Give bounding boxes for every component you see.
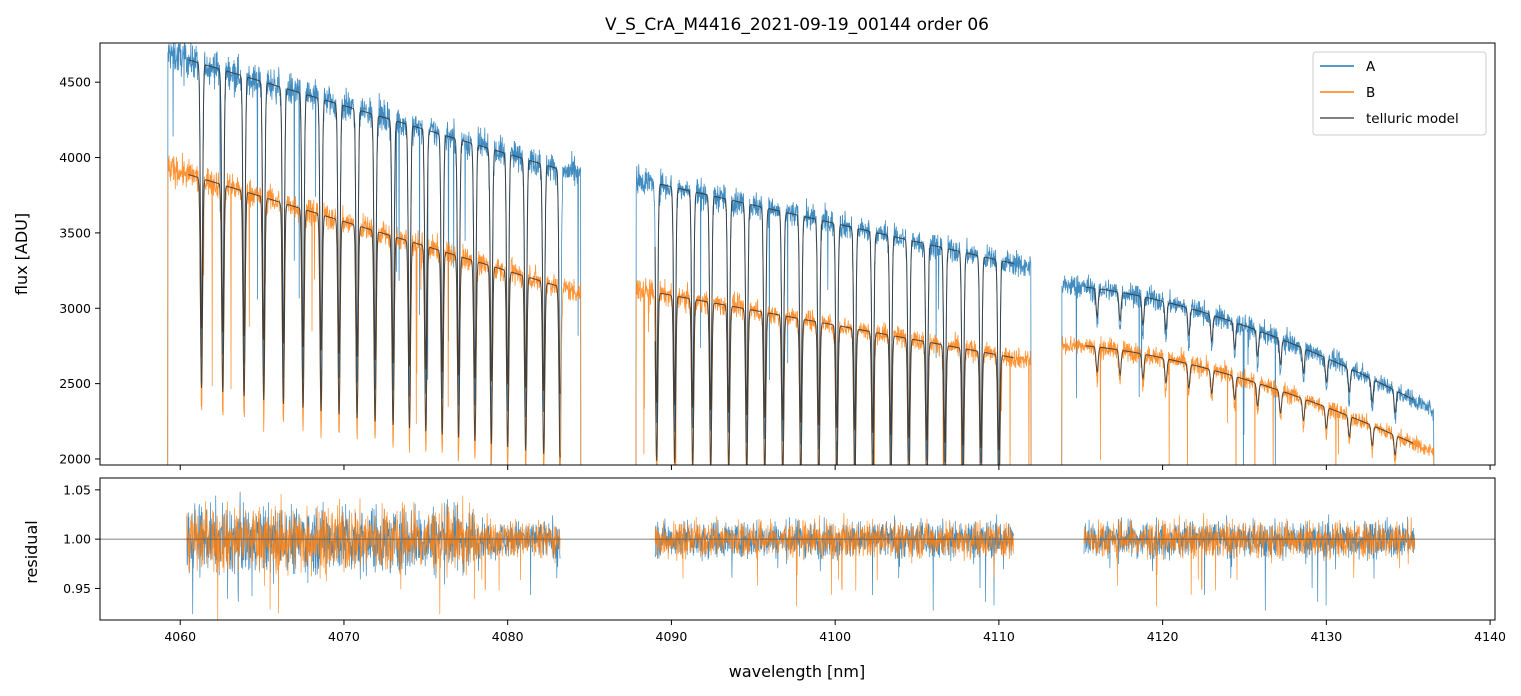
residual-xtick-label: 4140 bbox=[1474, 629, 1506, 644]
residual-series-b-segment-0 bbox=[186, 494, 561, 620]
residual-ylabel: residual bbox=[22, 520, 41, 583]
flux-ytick-label: 3000 bbox=[59, 301, 91, 316]
flux-series-a-segment-2 bbox=[1061, 274, 1435, 465]
residual-xtick-label: 4060 bbox=[164, 629, 196, 644]
flux-axes-frame bbox=[99, 42, 1496, 466]
residual-series-b-segment-1 bbox=[654, 513, 1014, 607]
telluric-model-b-segment-0 bbox=[188, 174, 561, 458]
legend-label-model: telluric model bbox=[1366, 111, 1459, 127]
residual-xtick-label: 4130 bbox=[1310, 629, 1342, 644]
flux-ytick-label: 3500 bbox=[59, 225, 91, 240]
legend-box bbox=[1312, 51, 1487, 136]
telluric-model-b-segment-1 bbox=[654, 292, 1014, 465]
telluric-model-a-segment-2 bbox=[1085, 286, 1414, 415]
residual-xtick-label: 4120 bbox=[1147, 629, 1179, 644]
residual-xtick-label: 4080 bbox=[492, 629, 524, 644]
legend-label-b: B bbox=[1366, 85, 1375, 101]
telluric-model-a-segment-1 bbox=[654, 183, 1014, 451]
residual-axes-frame bbox=[99, 477, 1496, 621]
residual-xtick-label: 4100 bbox=[819, 629, 851, 644]
residual-series-a-segment-2 bbox=[1083, 514, 1416, 611]
residual-panel: 4060 4070 4080 4090 4100 4110 4120 4130 4140 0.9… bbox=[22, 477, 1506, 681]
residual-ytick-label: 1.05 bbox=[63, 482, 91, 497]
residual-ytick-label: 1.00 bbox=[63, 532, 91, 547]
telluric-model-b-segment-2 bbox=[1085, 345, 1414, 457]
chart-title: V_S_CrA_M4416_2021-09-19_00144 order 06 bbox=[605, 15, 989, 35]
residual-xtick-label: 4110 bbox=[983, 629, 1015, 644]
residual-xtick-label: 4070 bbox=[328, 629, 360, 644]
flux-series-b-segment-1 bbox=[635, 278, 1032, 465]
flux-ylabel: flux [ADU] bbox=[12, 213, 31, 295]
residual-xtick-label: 4090 bbox=[656, 629, 688, 644]
flux-ytick-label: 4500 bbox=[59, 75, 91, 90]
flux-ytick-label: 2500 bbox=[59, 376, 91, 391]
telluric-model-a-segment-0 bbox=[188, 59, 561, 395]
legend: A B telluric model bbox=[1312, 51, 1487, 136]
residual-xlabel: wavelength [nm] bbox=[729, 662, 866, 681]
flux-panel: 2000 2500 3000 3500 4000 4500 flux [ADU] A B … bbox=[12, 42, 1496, 470]
legend-label-a: A bbox=[1366, 59, 1376, 75]
residual-ytick-label: 0.95 bbox=[63, 581, 91, 596]
flux-ytick-label: 2000 bbox=[59, 451, 91, 466]
flux-ytick-label: 4000 bbox=[59, 150, 91, 165]
